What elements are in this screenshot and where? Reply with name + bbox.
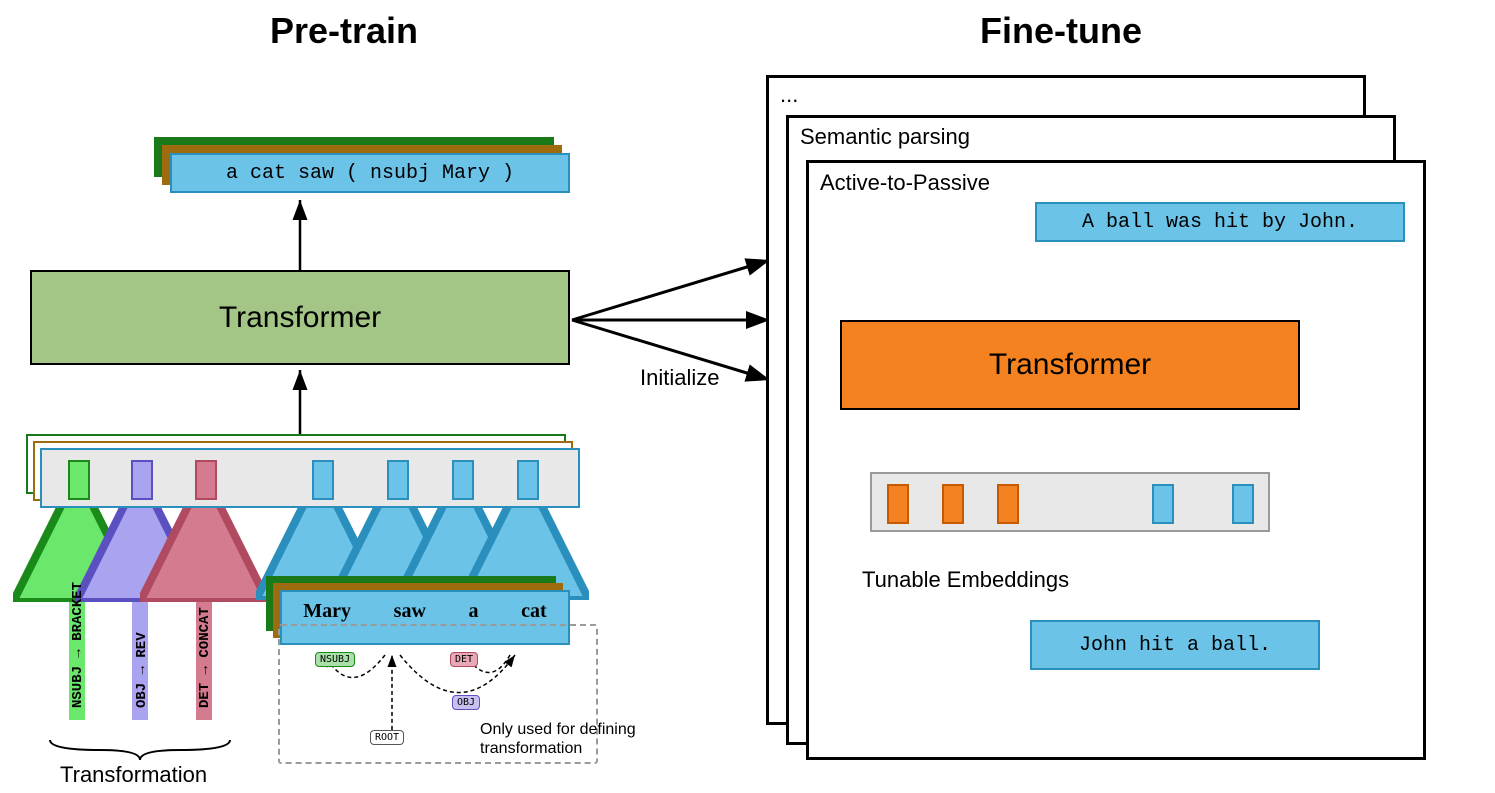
tok-b4 xyxy=(517,460,539,500)
card-layer-front: a cat saw ( nsubj Mary ) xyxy=(170,153,570,193)
semantic-parsing-label: Semantic parsing xyxy=(800,124,970,150)
femb-o1 xyxy=(887,484,909,524)
femb-b1 xyxy=(1152,484,1174,524)
ellipsis: ... xyxy=(780,82,798,108)
finetune-transformer-label: Transformer xyxy=(989,348,1151,382)
finetune-input-text: John hit a ball. xyxy=(1079,634,1271,657)
tok-b3 xyxy=(452,460,474,500)
finetune-embedding-row xyxy=(870,472,1270,532)
finetune-transformer-box: Transformer xyxy=(840,320,1300,410)
tok-b2 xyxy=(387,460,409,500)
femb-b3 xyxy=(1232,484,1254,524)
active-passive-label: Active-to-Passive xyxy=(820,170,990,196)
word-a: a xyxy=(469,600,479,623)
pretrain-output-text: a cat saw ( nsubj Mary ) xyxy=(226,162,514,185)
finetune-output: A ball was hit by John. xyxy=(1035,202,1405,242)
word-mary: Mary xyxy=(303,600,351,623)
word-saw: saw xyxy=(394,600,426,623)
transform-t2: OBJ → REV xyxy=(134,528,150,708)
tok-purple xyxy=(131,460,153,500)
pretrain-output-stack: a cat saw ( nsubj Mary ) xyxy=(170,153,570,213)
femb-o3 xyxy=(997,484,1019,524)
transform-t1: NSUBJ → BRACKET xyxy=(70,528,86,708)
tok-green xyxy=(68,460,90,500)
transformation-label: Transformation xyxy=(60,762,207,788)
initialize-label: Initialize xyxy=(640,365,719,391)
finetune-title: Fine-tune xyxy=(980,10,1142,52)
pretrain-embedding-stack xyxy=(40,448,580,518)
pretrain-title: Pre-train xyxy=(270,10,418,52)
word-cat: cat xyxy=(521,600,547,623)
transform-t3: DET → CONCAT xyxy=(197,528,213,708)
tok-b1 xyxy=(312,460,334,500)
tunable-label: Tunable Embeddings xyxy=(862,567,1069,593)
panel-front xyxy=(806,160,1426,760)
femb-o2 xyxy=(942,484,964,524)
footnote: Only used for defining transformation xyxy=(480,720,636,758)
tok-pink xyxy=(195,460,217,500)
pretrain-transformer-box: Transformer xyxy=(30,270,570,365)
finetune-input: John hit a ball. xyxy=(1030,620,1320,670)
pretrain-transformer-label: Transformer xyxy=(219,301,381,335)
finetune-output-text: A ball was hit by John. xyxy=(1082,211,1358,234)
emb-front xyxy=(40,448,580,508)
